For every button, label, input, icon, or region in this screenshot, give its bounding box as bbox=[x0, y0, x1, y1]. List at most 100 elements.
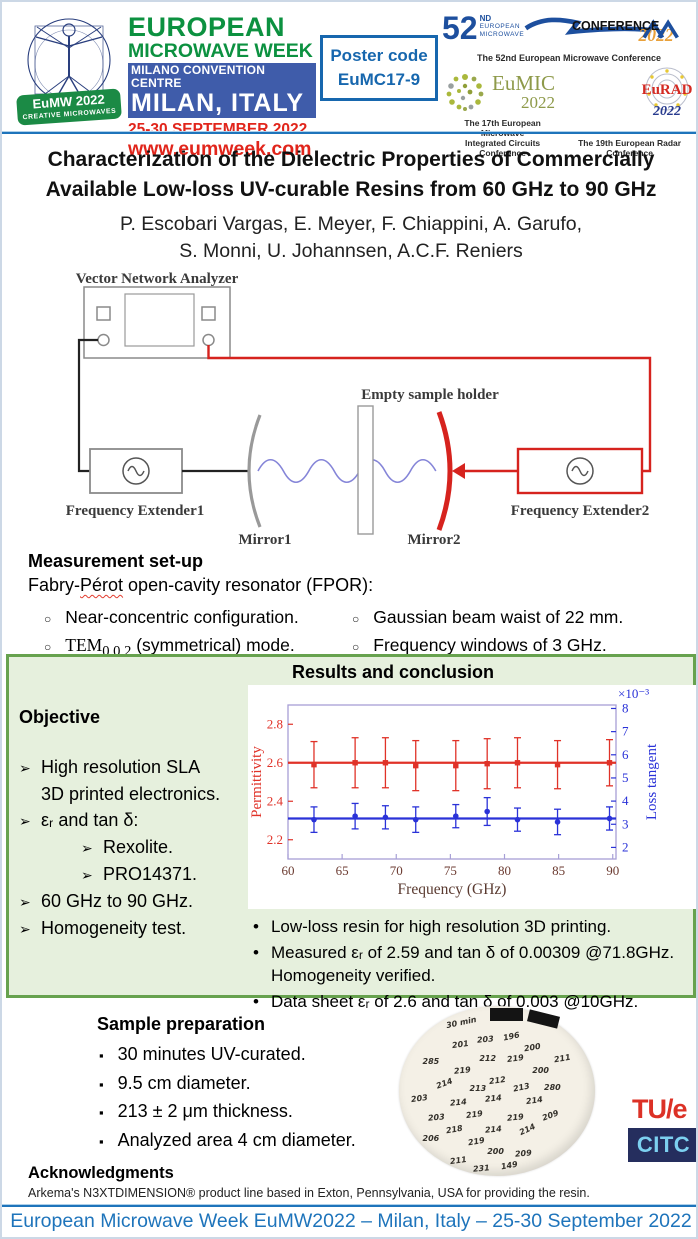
thickness-annotation: 219 bbox=[465, 1108, 483, 1120]
mirror2-arc bbox=[436, 411, 453, 531]
svg-text:8: 8 bbox=[622, 700, 629, 715]
poster-code-box: Poster code EuMC17-9 bbox=[320, 35, 438, 101]
thickness-annotation: 196 bbox=[502, 1029, 521, 1043]
mirror1-arc bbox=[247, 414, 262, 528]
measurement-bullet-1: Near-concentric configuration. bbox=[44, 604, 352, 632]
permittivity-loss-chart: 60 65 70 75 80 85 90 2.2 2.4 2.6 2.8 2 3 4 5 6 7 8 Frequen… bbox=[248, 685, 696, 909]
holder-label: Empty sample holder bbox=[361, 387, 499, 403]
footer-text: European Microwave Week EuMW2022 – Milan… bbox=[10, 1210, 692, 1232]
thickness-annotation: 203 bbox=[428, 1112, 446, 1123]
event-dates: 25-30 SEPTEMBER 2022 bbox=[128, 121, 308, 138]
sample-item: 9.5 cm diameter. bbox=[97, 1070, 397, 1099]
svg-text:6: 6 bbox=[622, 747, 629, 762]
eumw-2022-logo: EuMW 2022 CREATIVE MICROWAVES bbox=[16, 10, 122, 126]
eumc-word: CONFERENCE bbox=[572, 19, 659, 33]
eurad-rings-icon: EuRAD 2022 bbox=[642, 67, 693, 118]
event-name-line1: EUROPEAN bbox=[128, 12, 286, 42]
svg-text:2: 2 bbox=[622, 839, 629, 854]
thickness-annotation: 218 bbox=[445, 1123, 464, 1136]
thickness-annotation: 214 bbox=[435, 1076, 454, 1091]
svg-text:×10⁻³: ×10⁻³ bbox=[618, 686, 649, 701]
svg-text:7: 7 bbox=[622, 724, 629, 739]
thickness-annotation: 219 bbox=[506, 1052, 525, 1064]
acknowledgments-heading: Acknowledgments bbox=[28, 1164, 174, 1182]
fe2-label: Frequency Extender2 bbox=[511, 503, 649, 519]
eumc-ordinal: ND bbox=[479, 14, 492, 23]
eumic-year: 2022 bbox=[521, 93, 555, 112]
sample-item: Analyzed area 4 cm diameter. bbox=[97, 1127, 397, 1156]
sample-item: 30 minutes UV-curated. bbox=[97, 1041, 397, 1070]
tue-logo: TU/e bbox=[632, 1094, 688, 1124]
eumc-52nd-logo: 52 ND EUROPEAN MICROWAVE 2022 CONFERENCE bbox=[442, 12, 696, 52]
thickness-annotation: 212 bbox=[479, 1053, 497, 1063]
thickness-annotation: 211 bbox=[449, 1154, 468, 1166]
event-venue-band: MILANO CONVENTION CENTRE MILAN, ITALY bbox=[128, 63, 316, 118]
header-divider bbox=[2, 131, 696, 134]
tape-mark bbox=[490, 1008, 523, 1021]
measurement-setup-diagram: Vector Network Analyzer Empty sample hol… bbox=[66, 271, 652, 548]
thickness-annotation: 212 bbox=[488, 1074, 507, 1086]
eurad-caption: The 19th European Radar Conference bbox=[578, 138, 682, 158]
thickness-annotation: 200 bbox=[523, 1042, 542, 1054]
eumw-logo-title: EuMW 2022 bbox=[32, 92, 105, 112]
measurement-intro: Fabry-Pérot open-cavity resonator (FPOR)… bbox=[28, 575, 374, 595]
objective-item: 60 GHz to 90 GHz. bbox=[19, 888, 247, 915]
svg-text:Frequency (GHz): Frequency (GHz) bbox=[398, 881, 507, 898]
thickness-annotation: 30 min bbox=[445, 1014, 478, 1030]
conference-logos: 52 ND EUROPEAN MICROWAVE 2022 CONFERENCE… bbox=[442, 12, 696, 158]
eumic-name: EuMIC bbox=[492, 71, 555, 95]
eumc-org2: MICROWAVE bbox=[479, 30, 525, 38]
svg-text:65: 65 bbox=[336, 863, 349, 878]
thickness-annotation: 214 bbox=[484, 1124, 503, 1135]
event-venue: MILANO CONVENTION CENTRE bbox=[131, 63, 266, 90]
eurad-year: 2022 bbox=[652, 104, 681, 118]
svg-text:70: 70 bbox=[390, 863, 403, 878]
spellcheck-word: Pérot bbox=[80, 575, 124, 595]
eumc-caption: The 52nd European Microwave Conference bbox=[476, 53, 662, 63]
conference-swoosh: 2022 CONFERENCE bbox=[524, 17, 680, 45]
thickness-annotation: 219 bbox=[506, 1112, 524, 1123]
event-name-line2: MICROWAVE WEEK bbox=[128, 40, 313, 62]
objective-item: Homogeneity test. bbox=[19, 915, 247, 942]
fe1-label: Frequency Extender1 bbox=[66, 503, 204, 519]
poster-code-label: Poster code bbox=[330, 46, 428, 65]
poster-code-value: EuMC17-9 bbox=[337, 70, 421, 89]
results-heading: Results and conclusion bbox=[291, 662, 495, 682]
mirror2-label: Mirror2 bbox=[407, 532, 460, 548]
thickness-annotation: 219 bbox=[466, 1135, 485, 1148]
thickness-annotation: 280 bbox=[544, 1082, 561, 1092]
conclusion-item: Data sheet εᵣ of 2.6 and tan δ of 0.003 … bbox=[251, 990, 693, 1013]
page-title: Characterization of the Dielectric Prope… bbox=[45, 148, 657, 201]
svg-text:75: 75 bbox=[444, 863, 457, 878]
thickness-annotation: 200 bbox=[532, 1065, 549, 1075]
event-city: MILAN, ITALY bbox=[131, 89, 305, 117]
thickness-annotation: 213 bbox=[469, 1084, 487, 1094]
objective-subitem: PRO14371. bbox=[19, 861, 247, 888]
svg-text:Loss tangent: Loss tangent bbox=[644, 743, 660, 820]
objective-item: High resolution SLA bbox=[19, 754, 247, 781]
thickness-annotation: 213 bbox=[511, 1080, 531, 1094]
eumic-dots-icon bbox=[446, 74, 484, 111]
eurad-logo: EuRAD 2022 bbox=[638, 66, 696, 118]
objective-item: εᵣ and tan δ: bbox=[19, 807, 247, 834]
objective-subitem: Rexolite. bbox=[19, 834, 247, 861]
thickness-annotation: 206 bbox=[422, 1133, 440, 1143]
thickness-annotation: 231 bbox=[473, 1163, 491, 1174]
thickness-annotation: 209 bbox=[541, 1108, 560, 1123]
eumc-number: 52 bbox=[442, 10, 478, 46]
thickness-annotation: 214 bbox=[525, 1094, 544, 1107]
svg-text:4: 4 bbox=[622, 793, 629, 808]
event-website[interactable]: www.eumweek.com bbox=[128, 138, 312, 160]
thickness-annotation: 219 bbox=[453, 1064, 472, 1076]
results-box: Results and conclusion Objective High re… bbox=[6, 654, 696, 1011]
objective-heading: Objective bbox=[19, 707, 101, 727]
svg-text:5: 5 bbox=[622, 770, 629, 785]
footer-divider bbox=[2, 1204, 696, 1207]
svg-text:2.8: 2.8 bbox=[267, 716, 283, 731]
measurement-bullet-2: TEM0,0,2 (symmetrical) mode. bbox=[44, 632, 352, 665]
svg-text:90: 90 bbox=[606, 863, 619, 878]
thickness-annotation: 214 bbox=[449, 1097, 468, 1108]
svg-text:3: 3 bbox=[622, 816, 629, 831]
measurement-bullet-3: Gaussian beam waist of 22 mm. bbox=[352, 604, 682, 632]
